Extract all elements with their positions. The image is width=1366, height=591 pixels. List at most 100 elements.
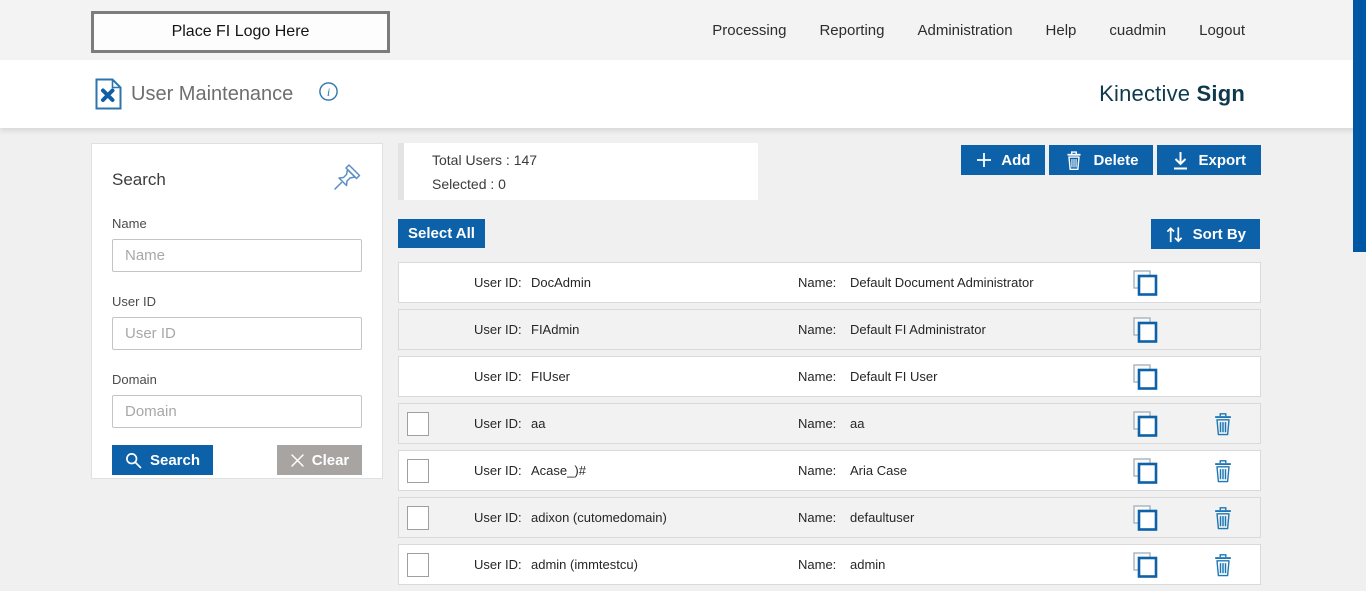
nav-logout[interactable]: Logout <box>1199 21 1245 39</box>
stats-box: Total Users : 147 Selected : 0 <box>398 143 758 200</box>
domain-field-label: Domain <box>112 372 157 387</box>
svg-text:i: i <box>327 85 330 99</box>
add-button[interactable]: Add <box>961 145 1046 175</box>
user-id-label: User ID: <box>474 510 522 525</box>
user-id-label: User ID: <box>474 463 522 478</box>
nav-administration[interactable]: Administration <box>917 21 1013 39</box>
row-checkbox[interactable] <box>407 458 429 483</box>
brand-logo: Kinective Sign <box>1099 60 1245 128</box>
export-button-label: Export <box>1198 151 1246 169</box>
user-id-value: admin (immtestcu) <box>531 557 638 572</box>
table-row: User ID: admin (immtestcu) Name: admin <box>398 544 1261 585</box>
copy-user-icon[interactable] <box>1132 504 1159 532</box>
name-value: aa <box>850 416 865 431</box>
nav-help[interactable]: Help <box>1045 21 1077 39</box>
table-row: User ID: FIUser Name: Default FI User <box>398 356 1261 397</box>
fi-logo-placeholder[interactable]: Place FI Logo Here <box>91 11 390 53</box>
total-users-stat: Total Users : 147 <box>432 152 537 168</box>
table-row: User ID: Acase_)# Name: Aria Case <box>398 450 1261 491</box>
row-checkbox[interactable] <box>407 411 429 436</box>
total-users-value: 147 <box>513 152 538 168</box>
select-all-button[interactable]: Select All <box>398 219 485 248</box>
table-row: User ID: adixon (cutomedomain) Name: def… <box>398 497 1261 538</box>
user-id-field-label: User ID <box>112 294 157 309</box>
name-value: Default Document Administrator <box>850 275 1034 290</box>
list-controls: Select All Sort By <box>398 219 1261 249</box>
main-content: Total Users : 147 Selected : 0 Add Delet… <box>398 128 1261 589</box>
close-icon <box>290 453 304 467</box>
sort-by-label: Sort By <box>1192 225 1246 243</box>
delete-row-icon[interactable] <box>1211 552 1235 578</box>
nav-processing[interactable]: Processing <box>712 21 787 39</box>
name-value: Default FI User <box>850 369 938 384</box>
name-label: Name: <box>798 463 837 478</box>
user-id-field[interactable] <box>112 317 362 350</box>
brand-regular: Kinective <box>1099 81 1191 106</box>
name-field[interactable] <box>112 239 362 272</box>
delete-button[interactable]: Delete <box>1049 145 1154 175</box>
user-id-label: User ID: <box>474 275 522 290</box>
plus-icon <box>977 153 992 167</box>
user-id-value: adixon (cutomedomain) <box>531 510 667 525</box>
export-button[interactable]: Export <box>1157 145 1261 175</box>
page-header: User Maintenance i Kinective Sign <box>0 60 1366 128</box>
search-button-label: Search <box>149 451 201 469</box>
user-id-label: User ID: <box>474 557 522 572</box>
sort-by-button[interactable]: Sort By <box>1150 219 1260 249</box>
clear-button-label: Clear <box>311 451 350 469</box>
delete-row-icon[interactable] <box>1211 411 1235 437</box>
search-icon <box>126 452 142 468</box>
brand-bold: Sign <box>1196 81 1245 106</box>
add-button-label: Add <box>1001 151 1031 169</box>
user-id-label: User ID: <box>474 322 522 337</box>
search-panel: Search Name User ID Domain Search Clear <box>91 143 383 479</box>
copy-user-icon[interactable] <box>1132 410 1159 438</box>
nav-username[interactable]: cuadmin <box>1109 21 1167 39</box>
selected-stat: Selected : 0 <box>432 176 506 192</box>
user-list: User ID: DocAdmin Name: Default Document… <box>398 262 1261 591</box>
row-checkbox[interactable] <box>407 552 429 577</box>
toolbar: Add Delete Export <box>961 145 1261 175</box>
nav-reporting[interactable]: Reporting <box>819 21 885 39</box>
user-id-value: DocAdmin <box>531 275 591 290</box>
name-label: Name: <box>798 369 837 384</box>
copy-user-icon[interactable] <box>1132 551 1159 579</box>
user-id-value: FIAdmin <box>531 322 580 337</box>
page-title: User Maintenance <box>131 83 294 105</box>
total-users-label: Total Users : <box>432 152 510 168</box>
search-panel-title: Search <box>112 170 166 189</box>
copy-user-icon[interactable] <box>1132 269 1159 297</box>
copy-user-icon[interactable] <box>1132 363 1159 391</box>
name-label: Name: <box>798 510 837 525</box>
domain-field[interactable] <box>112 395 362 428</box>
name-label: Name: <box>798 275 837 290</box>
user-id-value: Acase_)# <box>531 463 586 478</box>
table-row: User ID: aa Name: aa <box>398 403 1261 444</box>
copy-user-icon[interactable] <box>1132 316 1159 344</box>
pin-icon[interactable] <box>332 162 362 192</box>
table-row: User ID: FIAdmin Name: Default FI Admini… <box>398 309 1261 350</box>
table-row: User ID: DocAdmin Name: Default Document… <box>398 262 1261 303</box>
delete-button-label: Delete <box>1093 151 1139 169</box>
name-label: Name: <box>798 416 837 431</box>
copy-user-icon[interactable] <box>1132 457 1159 485</box>
user-id-value: aa <box>531 416 546 431</box>
name-label: Name: <box>798 557 837 572</box>
search-button[interactable]: Search <box>112 445 213 475</box>
user-id-label: User ID: <box>474 369 522 384</box>
sort-arrows-icon <box>1166 226 1182 242</box>
row-checkbox[interactable] <box>407 505 429 530</box>
info-icon[interactable]: i <box>318 81 339 102</box>
name-field-label: Name <box>112 216 147 231</box>
user-id-value: FIUser <box>531 369 570 384</box>
delete-row-icon[interactable] <box>1211 458 1235 484</box>
user-id-label: User ID: <box>474 416 522 431</box>
user-maintenance-icon <box>95 78 122 110</box>
clear-button[interactable]: Clear <box>277 445 362 475</box>
selected-label: Selected : <box>432 176 495 192</box>
name-value: Aria Case <box>850 463 908 478</box>
name-value: Default FI Administrator <box>850 322 986 337</box>
fi-logo-text: Place FI Logo Here <box>171 23 310 40</box>
delete-row-icon[interactable] <box>1211 505 1235 531</box>
vertical-scrollbar-thumb[interactable] <box>1353 0 1366 252</box>
